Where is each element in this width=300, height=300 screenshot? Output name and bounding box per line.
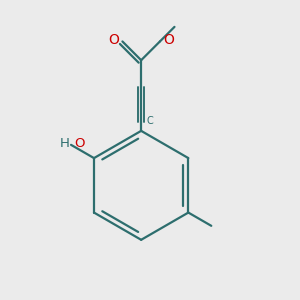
Text: O: O [108, 33, 119, 47]
Text: O: O [74, 137, 85, 150]
Text: C: C [146, 116, 153, 126]
Text: O: O [164, 33, 174, 47]
Text: H: H [60, 137, 70, 150]
